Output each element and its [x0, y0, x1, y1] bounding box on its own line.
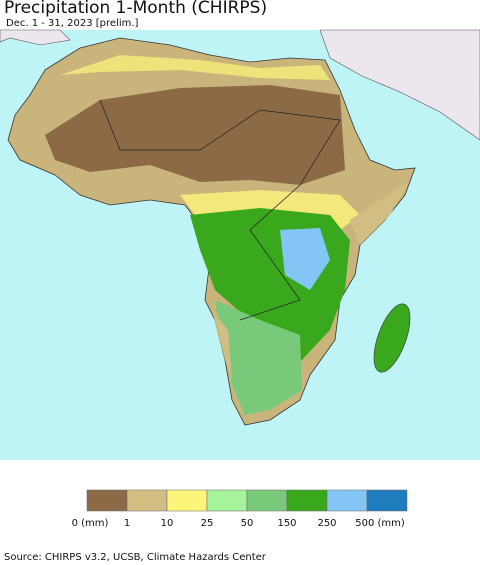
- legend-swatch: [126, 489, 168, 512]
- legend-label: 250: [317, 518, 336, 529]
- legend: 0 (mm) 1 10 25 50 150 250 500 (mm): [72, 489, 408, 529]
- legend-label: 150: [277, 518, 296, 529]
- legend-swatch: [366, 489, 408, 512]
- legend-label: 0 (mm): [72, 518, 109, 529]
- coastal-strip: [60, 55, 330, 80]
- legend-swatch: [246, 489, 288, 512]
- dry-zone: [45, 85, 345, 185]
- madagascar: [373, 303, 411, 373]
- title: Precipitation 1-Month (CHIRPS): [4, 0, 267, 18]
- namib: [212, 310, 232, 380]
- legend-label: 500 (mm): [355, 518, 405, 529]
- legend-swatch: [326, 489, 368, 512]
- horn: [350, 180, 410, 245]
- africa: [7, 37, 416, 426]
- legend-swatch: [86, 489, 128, 512]
- legend-swatch: [206, 489, 248, 512]
- source: Source: CHIRPS v3.2, UCSB, Climate Hazar…: [4, 552, 267, 563]
- legend-label: 1: [124, 518, 130, 529]
- legend-label: 50: [241, 518, 254, 529]
- legend-label: 25: [201, 518, 214, 529]
- legend-swatch: [166, 489, 208, 512]
- legend-label: 10: [161, 518, 174, 529]
- legend-swatch: [286, 489, 328, 512]
- middle-east: [319, 29, 480, 141]
- south-zone: [215, 300, 302, 415]
- very-wet-zone: [280, 228, 330, 290]
- europe: [0, 29, 71, 46]
- borders: [99, 99, 341, 321]
- subtitle: Dec. 1 - 31, 2023 [prelim.]: [6, 18, 139, 29]
